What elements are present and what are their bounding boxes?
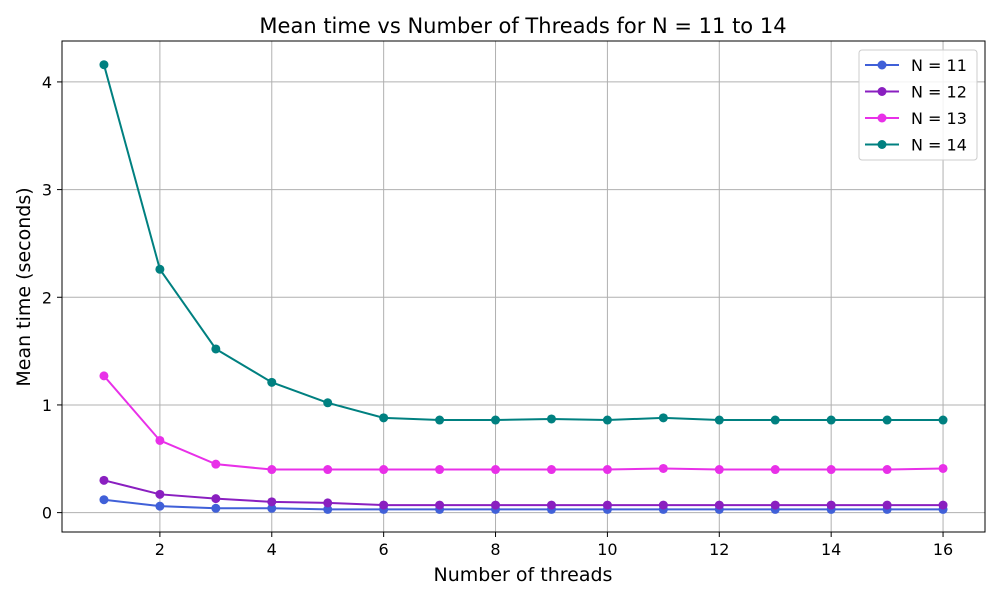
x-tick-label: 4 (267, 540, 277, 559)
data-point (323, 498, 333, 508)
legend-label: N = 13 (911, 109, 967, 128)
data-point (658, 463, 668, 473)
data-point (99, 495, 109, 505)
data-point (323, 398, 333, 408)
legend-item: N = 12 (865, 83, 967, 102)
x-tick-label: 12 (709, 540, 729, 559)
data-point (491, 415, 501, 425)
data-point (602, 465, 612, 475)
data-point (938, 415, 948, 425)
data-point (714, 465, 724, 475)
x-tick-label: 16 (933, 540, 953, 559)
data-point (714, 415, 724, 425)
series-2 (99, 475, 948, 510)
x-tick-label: 14 (821, 540, 841, 559)
data-point (323, 465, 333, 475)
grid (62, 41, 985, 532)
data-point (770, 500, 780, 510)
data-point (546, 500, 556, 510)
data-point (714, 500, 724, 510)
legend-swatch-marker (877, 87, 887, 96)
series-3 (99, 371, 948, 475)
x-tick-label: 8 (490, 540, 500, 559)
legend-label: N = 12 (911, 83, 967, 102)
x-axis-label: Number of threads (434, 564, 613, 586)
data-point (435, 500, 445, 510)
data-point (155, 501, 165, 511)
data-point (546, 465, 556, 475)
data-point (379, 500, 389, 510)
data-point (99, 371, 109, 381)
data-point (211, 459, 221, 469)
data-point (882, 465, 892, 475)
legend-box (858, 49, 978, 161)
series-4 (99, 60, 948, 425)
legend-item: N = 13 (865, 109, 967, 128)
legend: N = 11 N = 12 N = 13 N = 14 (858, 49, 978, 161)
data-point (938, 500, 948, 510)
data-point (658, 500, 668, 510)
data-point (435, 465, 445, 475)
data-point (379, 413, 389, 423)
data-point (267, 503, 277, 513)
data-point (491, 465, 501, 475)
data-point (379, 465, 389, 475)
data-point (602, 415, 612, 425)
data-point (826, 500, 836, 510)
y-tick-label: 4 (42, 73, 52, 92)
x-tick-label: 2 (155, 540, 165, 559)
data-point (267, 465, 277, 475)
legend-item: N = 14 (865, 136, 967, 155)
series-line (103, 375, 944, 471)
data-point (826, 465, 836, 475)
data-point (155, 264, 165, 274)
data-point (826, 415, 836, 425)
legend-swatch-marker (877, 140, 887, 149)
x-axis: 2 4 6 8 10 12 14 16 (155, 532, 953, 559)
series-line (102, 64, 944, 422)
legend-label: N = 14 (911, 136, 967, 155)
series-line (103, 479, 944, 507)
chart-title: Mean time vs Number of Threads for N = 1… (259, 14, 786, 38)
data-point (99, 60, 109, 70)
data-point (99, 475, 109, 485)
data-point (882, 500, 892, 510)
y-axis: 0 1 2 3 4 (42, 73, 62, 523)
data-point (155, 435, 165, 445)
y-tick-label: 3 (42, 181, 52, 200)
data-point (211, 503, 221, 513)
data-point (658, 413, 668, 423)
y-axis-label: Mean time (seconds) (13, 187, 35, 386)
data-point (882, 415, 892, 425)
data-point (155, 489, 165, 499)
data-point (211, 494, 221, 504)
data-point (211, 344, 221, 354)
x-tick-label: 6 (379, 540, 389, 559)
data-point (435, 415, 445, 425)
y-tick-label: 2 (42, 288, 52, 307)
data-point (770, 415, 780, 425)
x-tick-label: 10 (597, 540, 617, 559)
y-tick-label: 1 (42, 396, 52, 415)
data-point (323, 504, 333, 514)
series-line (103, 498, 944, 511)
data-point (267, 377, 277, 387)
data-point (546, 414, 556, 424)
data-point (602, 500, 612, 510)
plot-frame (61, 40, 986, 533)
data-point (938, 463, 948, 473)
legend-swatch-marker (877, 60, 887, 70)
data-point (491, 500, 501, 510)
data-point (770, 465, 780, 475)
data-point (267, 497, 277, 507)
legend-swatch-marker (877, 113, 887, 123)
legend-item: N = 11 (865, 56, 967, 75)
series-group (99, 60, 948, 514)
y-tick-label: 0 (42, 504, 52, 523)
legend-label: N = 11 (911, 56, 967, 75)
